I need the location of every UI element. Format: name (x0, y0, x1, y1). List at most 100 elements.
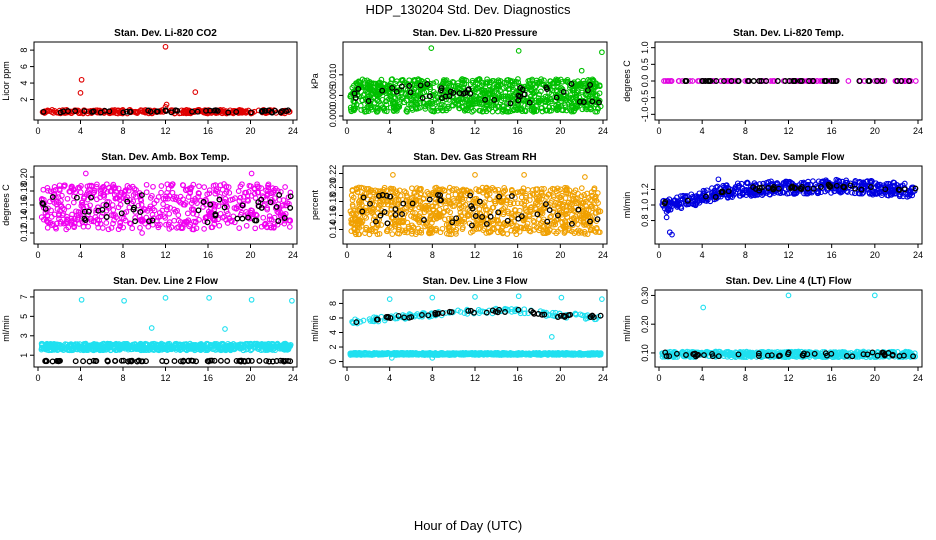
data-point (103, 181, 110, 188)
data-point (486, 79, 493, 86)
data-point-hourly (912, 185, 919, 192)
y-tick-label: 6 (19, 64, 29, 69)
data-point (511, 80, 518, 87)
data-point (59, 343, 66, 350)
data-point (201, 184, 208, 190)
data-point-hourly (409, 200, 416, 207)
x-tick-label: 12 (783, 250, 793, 260)
data-point-hourly (73, 194, 80, 201)
data-point-hourly (487, 213, 494, 220)
data-point-hourly (65, 108, 71, 115)
panel-title: Stan. Dev. Line 2 Flow (113, 276, 218, 287)
x-tick-label: 16 (827, 126, 837, 136)
data-point (175, 217, 182, 224)
data-point (747, 191, 753, 198)
data-point (134, 110, 141, 116)
data-point-hourly (281, 215, 288, 221)
data-point-hourly (258, 108, 265, 115)
data-point (808, 78, 814, 84)
data-point-hourly (245, 358, 252, 364)
data-point (280, 197, 287, 203)
data-point (554, 83, 560, 90)
data-point (528, 88, 535, 94)
panel-points (347, 172, 604, 238)
data-point-hourly (233, 108, 240, 115)
data-point (478, 216, 485, 223)
panel-4: Stan. Dev. Amb. Box Temp.0 4 8 12 16 20 240.12… (1, 152, 298, 260)
data-point (183, 219, 190, 226)
data-point (501, 221, 508, 227)
data-point (47, 188, 54, 195)
data-point (411, 190, 417, 197)
data-point (368, 106, 375, 113)
data-point (368, 104, 375, 111)
data-point (547, 214, 554, 221)
data-point (477, 220, 484, 226)
data-point (453, 231, 459, 237)
data-point (373, 88, 379, 95)
y-tick-label: -1.0 (640, 107, 650, 123)
data-point (518, 194, 525, 201)
data-point-hourly (283, 108, 290, 115)
data-point-hourly (469, 205, 476, 212)
data-point (255, 189, 262, 196)
data-point-hourly (721, 78, 727, 84)
data-point-hourly (92, 358, 99, 365)
y-tick-label: 0.0 (640, 75, 650, 88)
data-point (206, 295, 212, 301)
data-point-hourly (282, 357, 289, 364)
data-point-hourly (85, 208, 92, 215)
data-point (530, 103, 536, 110)
data-point (155, 194, 162, 200)
data-point (281, 220, 288, 227)
panel-title: Stan. Dev. Line 3 Flow (423, 276, 528, 287)
data-point-hourly (580, 99, 587, 106)
data-point (907, 191, 913, 197)
data-point (50, 196, 56, 203)
y-axis-label: ml/min (1, 315, 11, 342)
data-point-hourly (898, 78, 905, 84)
data-point (583, 92, 589, 99)
data-point (56, 215, 62, 222)
data-point (251, 340, 258, 347)
data-point (562, 221, 569, 228)
data-point (533, 191, 540, 198)
data-point (524, 220, 531, 227)
data-point (149, 205, 156, 212)
data-point-hourly (125, 358, 132, 365)
x-tick-label: 20 (555, 250, 565, 260)
data-point (162, 295, 169, 301)
data-point (430, 88, 437, 95)
data-point-hourly (225, 109, 232, 116)
data-point (249, 207, 255, 214)
data-point (675, 78, 682, 84)
data-point (414, 229, 420, 235)
data-point-hourly (596, 99, 602, 106)
data-point-hourly (392, 206, 399, 213)
data-point (519, 189, 526, 195)
data-point (349, 187, 356, 194)
data-point (116, 196, 123, 203)
data-point (496, 197, 503, 204)
y-tick-label: 0.005 (328, 84, 338, 107)
x-tick-label: 4 (78, 126, 83, 136)
data-point (500, 205, 507, 212)
data-point (231, 346, 237, 352)
data-point-hourly (826, 184, 833, 191)
data-point (502, 187, 509, 194)
data-point-hourly (42, 205, 49, 212)
data-point (536, 91, 543, 98)
data-point (395, 226, 402, 233)
data-point-hourly (365, 98, 372, 104)
x-tick-label: 8 (430, 250, 435, 260)
data-point (236, 225, 243, 231)
data-point (389, 100, 396, 107)
data-point (595, 229, 602, 235)
data-point (521, 107, 528, 114)
data-point (205, 208, 212, 215)
data-point (443, 204, 449, 211)
data-point (168, 182, 174, 189)
x-tick-label: 0 (35, 126, 40, 136)
x-tick-label: 12 (470, 126, 480, 136)
data-point (432, 185, 438, 191)
